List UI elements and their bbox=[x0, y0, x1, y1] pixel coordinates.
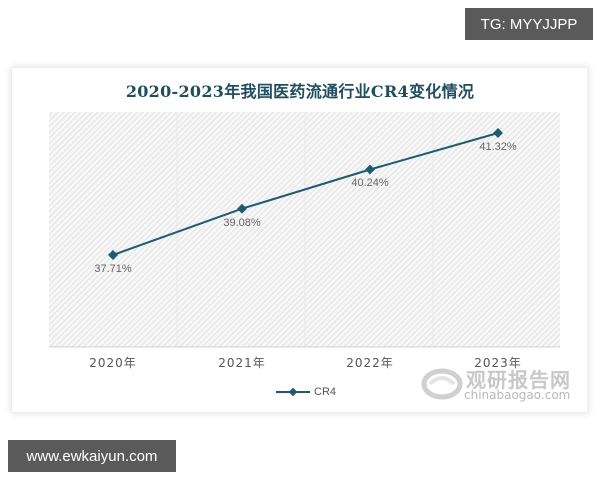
telegram-badge: TG: MYYJJPP bbox=[465, 8, 593, 40]
x-tick-2022: 2022年 bbox=[346, 356, 394, 370]
data-label: 39.08% bbox=[223, 216, 261, 229]
x-tick-2021: 2021年 bbox=[218, 356, 266, 370]
x-tick-2023: 2023年 bbox=[474, 356, 522, 370]
watermark-brand-cn: 观研报告网 bbox=[466, 368, 571, 392]
x-tick-2020: 2020年 bbox=[89, 356, 137, 370]
cr4-series-line bbox=[112, 132, 499, 256]
chart-title: 2020-2023年我国医药流通行业CR4变化情况 bbox=[125, 82, 475, 101]
legend-label: CR4 bbox=[314, 386, 337, 398]
data-point-marker bbox=[237, 203, 247, 214]
data-label: 37.71% bbox=[94, 263, 132, 275]
chinabaogao-logo-icon bbox=[421, 368, 463, 400]
watermark-brand-en: chinabaogao.com bbox=[464, 388, 571, 402]
cr4-markers bbox=[108, 128, 503, 260]
site-url-badge: www.ewkaiyun.com bbox=[8, 440, 176, 472]
data-point-marker bbox=[365, 164, 375, 175]
data-label: 40.24% bbox=[351, 177, 389, 190]
chinabaogao-watermark: 观研报告网 chinabaogao.com bbox=[420, 364, 588, 404]
chart-legend: CR4 bbox=[276, 385, 336, 399]
legend-line-marker-icon bbox=[276, 387, 310, 397]
data-point-marker bbox=[493, 128, 503, 138]
data-label: 41.32% bbox=[479, 141, 517, 153]
